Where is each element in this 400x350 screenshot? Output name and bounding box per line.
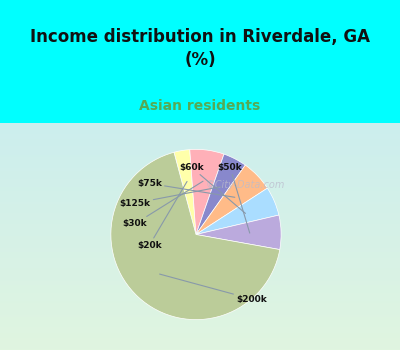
Wedge shape <box>190 149 224 234</box>
Wedge shape <box>196 165 267 234</box>
Wedge shape <box>196 188 279 234</box>
Text: $125k: $125k <box>120 187 221 208</box>
Text: Asian residents: Asian residents <box>139 99 261 113</box>
Text: $20k: $20k <box>137 182 187 250</box>
Wedge shape <box>196 154 245 234</box>
Text: $60k: $60k <box>179 163 246 214</box>
Wedge shape <box>111 152 280 320</box>
Text: $30k: $30k <box>123 181 203 228</box>
Text: $50k: $50k <box>218 163 250 233</box>
Text: ©City-Data.com: ©City-Data.com <box>206 180 285 190</box>
Text: $75k: $75k <box>137 179 235 197</box>
Wedge shape <box>196 215 281 250</box>
Wedge shape <box>174 149 196 234</box>
Text: Income distribution in Riverdale, GA
(%): Income distribution in Riverdale, GA (%) <box>30 28 370 69</box>
Text: $200k: $200k <box>160 274 267 303</box>
